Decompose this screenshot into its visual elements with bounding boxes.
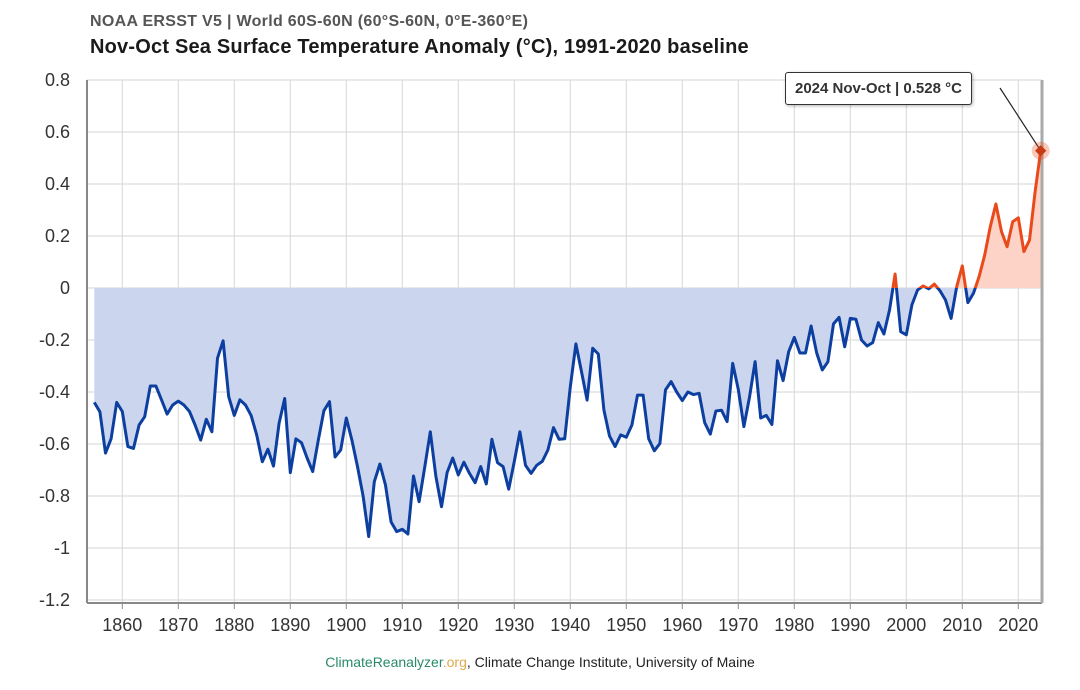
x-tick-label: 1970: [718, 615, 758, 635]
chart-title: Nov-Oct Sea Surface Temperature Anomaly …: [90, 36, 749, 58]
y-tick-label: 0: [60, 278, 70, 298]
y-tick-label: -0.4: [39, 382, 70, 402]
y-tick-label: -0.8: [39, 486, 70, 506]
footer-link-site[interactable]: ClimateReanalyzer: [325, 654, 443, 670]
x-tick-label: 1960: [662, 615, 702, 635]
footer-link-tld[interactable]: .org: [442, 654, 467, 670]
x-tick-label: 2000: [886, 615, 926, 635]
x-tick-label: 1870: [158, 615, 198, 635]
x-tick-label: 2010: [942, 615, 982, 635]
highlight-marker[interactable]: [999, 87, 1050, 160]
footer-institution: , Climate Change Institute, University o…: [466, 654, 755, 670]
highlight-point: [1035, 145, 1047, 157]
y-tick-label: -1.2: [39, 590, 70, 610]
x-tick-label: 1910: [382, 615, 422, 635]
y-axis-ticks: 0.8 0.6 0.4 0.2 0 -0.2 -0.4 -0.6 -0.8 -1 -1.2: [39, 70, 70, 610]
data-tooltip: 2024 Nov-Oct | 0.528 °C: [785, 72, 972, 105]
x-tick-label: 2020: [998, 615, 1038, 635]
y-tick-label: 0.6: [45, 122, 70, 142]
x-tick-label: 1950: [606, 615, 646, 635]
x-tick-label: 1890: [270, 615, 310, 635]
tooltip-leader-line: [999, 87, 1042, 152]
x-tick-label: 1980: [774, 615, 814, 635]
plot-frame: [86, 80, 1044, 604]
y-tick-label: -1: [54, 538, 70, 558]
y-tick-label: 0.2: [45, 226, 70, 246]
y-tick-label: -0.6: [39, 434, 70, 454]
chart-subtitle: NOAA ERSST V5 | World 60S-60N (60°S-60N,…: [90, 13, 529, 30]
x-axis-ticks: 1860 1870 1880 1890 1900 1910 1920 1930 1940 1950…: [102, 603, 1038, 635]
area-below-zero: [94, 288, 1041, 537]
series-line-below-zero: [93, 288, 977, 539]
x-tick-label: 1860: [102, 615, 142, 635]
x-tick-label: 1990: [830, 615, 870, 635]
y-tick-label: 0.4: [45, 174, 70, 194]
x-tick-label: 1940: [550, 615, 590, 635]
x-tick-label: 1930: [494, 615, 534, 635]
x-tick-label: 1900: [326, 615, 366, 635]
x-tick-label: 1880: [214, 615, 254, 635]
series-lines: [93, 150, 1043, 539]
area-fills: [94, 150, 1041, 537]
y-tick-label: 0.8: [45, 70, 70, 90]
footer-credit: ClimateReanalyzer.org, Climate Change In…: [0, 654, 1080, 670]
x-tick-label: 1920: [438, 615, 478, 635]
y-tick-label: -0.2: [39, 330, 70, 350]
